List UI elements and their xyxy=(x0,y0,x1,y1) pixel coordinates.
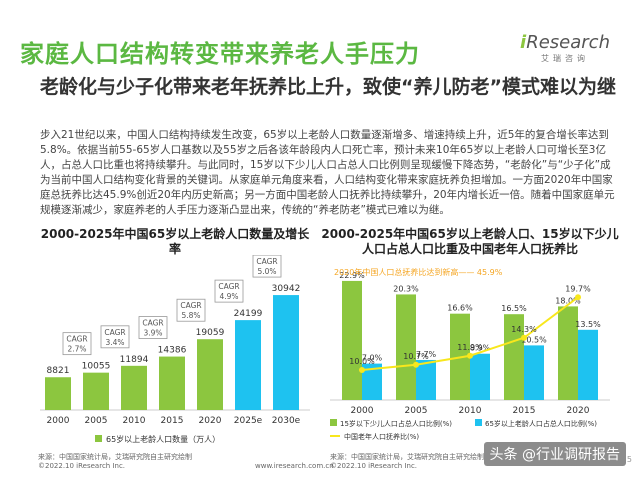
chart2-dependency-point xyxy=(521,334,527,341)
chart2-legend-children: 15岁以下少儿人口占总人口比例(%) xyxy=(340,419,452,428)
chart2-bar-children-2020 xyxy=(558,306,578,400)
chart2-legend-dependency: 中国老年人口抚养比(%) xyxy=(344,432,419,441)
chart1-cagr-label: CAGR xyxy=(104,328,125,337)
chart2-bar-children-2015 xyxy=(504,314,524,400)
chart2-bar-elderly-2000 xyxy=(362,363,382,400)
chart2-dependency-label: 14.3% xyxy=(511,325,537,334)
chart2-dependency-label: 19.7% xyxy=(565,284,591,293)
chart1-cagr-value: 3.4% xyxy=(105,338,124,347)
chart1-legend-label: 65岁以上老龄人口数量（万人） xyxy=(106,434,220,444)
chart1-value-label: 8821 xyxy=(47,366,70,376)
chart2-bar-elderly-2015 xyxy=(524,345,544,400)
chart1-value-label: 10055 xyxy=(82,362,111,372)
chart1-cagr-value: 4.9% xyxy=(219,292,238,301)
page-title: 家庭人口结构转变带来养老人手压力 xyxy=(20,40,420,68)
chart2-dependency-label: 11.9% xyxy=(457,343,483,352)
chart1-value-label: 14386 xyxy=(158,346,187,356)
watermark: 头条 @行业调研报告 xyxy=(483,442,626,466)
chart1-bar-2010 xyxy=(121,365,147,410)
chart2-title: 2000-2025年中国65岁以上老龄人口、15岁以下少儿人口占总人口比重及中国… xyxy=(321,227,619,256)
chart2-dependency-label: 10.0% xyxy=(349,357,375,366)
chart2-dependency-label: 10.7% xyxy=(403,352,429,361)
chart1-title: 2000-2025年中国65岁以上老龄人口数量及增长率 xyxy=(40,227,310,256)
logo-brand-text: Research xyxy=(526,32,610,53)
chart2-dependency-point xyxy=(575,294,581,301)
chart1-value-label: 19059 xyxy=(196,328,225,338)
chart1-tick-label: 2015 xyxy=(161,416,184,426)
chart2-elderly-label: 13.5% xyxy=(575,320,601,329)
chart1-value-label: 30942 xyxy=(272,284,301,294)
chart1-bar-2015 xyxy=(159,356,185,410)
chart1-cagr-box xyxy=(138,316,168,339)
chart1-tick-label: 2030e xyxy=(272,416,301,426)
chart2-bar-children-2000 xyxy=(342,280,362,400)
chart1-cagr-label: CAGR xyxy=(180,301,201,310)
chart1-bar-2000 xyxy=(45,377,71,410)
chart2-dependency-point xyxy=(467,352,473,359)
chart1-cagr-box xyxy=(252,255,282,278)
chart1-cagr-value: 5.8% xyxy=(181,311,200,320)
logo-i: i xyxy=(520,32,527,53)
chart2-legend-elderly: 65岁以上老龄人口占总人口比例(%) xyxy=(485,419,597,428)
chart1-bar-2030e xyxy=(273,295,299,410)
chart1-copyright: ©2022.10 iResearch Inc. xyxy=(38,462,126,470)
chart2-children-label: 20.3% xyxy=(393,284,419,293)
chart2-children-label: 16.5% xyxy=(501,304,527,313)
chart2-elderly-label: 10.5% xyxy=(521,335,547,344)
chart1-cagr-value: 2.7% xyxy=(67,345,86,354)
chart1-cagr-value: 5.0% xyxy=(257,267,276,276)
footer-site[interactable]: www.iresearch.com.cn xyxy=(255,462,334,470)
chart1-cagr-value: 3.9% xyxy=(143,329,162,338)
chart2-elderly-label: 8.9% xyxy=(470,344,491,353)
chart1-cagr-box xyxy=(100,325,130,349)
chart2-dependency-point xyxy=(359,367,365,373)
chart1-aging-population: 8821 2000 10055 2005 11894 2010 14386 2015 19059… xyxy=(40,255,310,444)
chart2-elderly-label: 7.0% xyxy=(362,354,383,363)
logo-cn: 艾瑞咨询 xyxy=(541,54,590,63)
chart1-bar-2025e xyxy=(235,320,261,410)
chart1-tick-label: 2010 xyxy=(123,416,146,426)
chart1-tick-label: 2025e xyxy=(234,416,263,426)
chart2-annotation: 2020年中国人口总抚养比达到新高—— 45.9% xyxy=(334,267,503,277)
chart2-legend-swatch-elderly xyxy=(475,419,482,426)
chart2-tick-label: 2015 xyxy=(513,406,536,416)
chart1-cagr-label: CAGR xyxy=(142,319,163,328)
iresearch-logo: iResearch 艾瑞咨询 xyxy=(520,32,610,64)
chart1-cagr-box xyxy=(214,279,244,303)
page-number: 5 xyxy=(626,455,632,464)
chart1-bar-2005 xyxy=(83,372,109,410)
chart2-children-label: 16.6% xyxy=(447,304,473,313)
chart2-tick-label: 2020 xyxy=(567,406,590,416)
chart1-value-label: 11894 xyxy=(120,355,149,365)
chart2-dependency-point xyxy=(413,361,419,368)
chart2-ratio-dependency: 22.9% 7.0% 2000 20.3% 7.7% 2005 16.6% 8.9% 2010 1… xyxy=(330,267,610,441)
chart2-source: 来源：中国国家统计局，艾瑞研究院自主研究绘制 xyxy=(330,453,484,461)
chart2-elderly-label: 7.7% xyxy=(416,350,437,359)
chart1-tick-label: 2000 xyxy=(47,416,70,426)
chart2-copyright: ©2022.10 iResearch Inc. xyxy=(330,462,418,470)
chart1-cagr-label: CAGR xyxy=(66,335,87,344)
page-subtitle: 老龄化与少子化带来老年抚养比上升，致使“养儿防老”模式难以为继 xyxy=(40,76,616,98)
chart2-tick-label: 2010 xyxy=(459,406,482,416)
chart1-tick-label: 2005 xyxy=(85,416,108,426)
chart2-tick-label: 2005 xyxy=(405,406,428,416)
chart1-tick-label: 2020 xyxy=(199,416,222,426)
chart1-value-label: 24199 xyxy=(234,309,263,319)
chart1-cagr-box xyxy=(62,332,92,356)
chart2-children-label: 22.9% xyxy=(339,271,365,280)
chart1-source: 来源：中国国家统计局，艾瑞研究院自主研究绘制 xyxy=(38,453,192,461)
chart2-bar-elderly-2005 xyxy=(416,359,436,400)
chart1-legend-swatch xyxy=(95,435,102,442)
chart1-cagr-label: CAGR xyxy=(218,282,239,291)
chart2-tick-label: 2000 xyxy=(351,406,374,416)
chart2-bar-elderly-2010 xyxy=(470,353,490,400)
chart2-legend-swatch-children xyxy=(330,419,337,426)
chart1-cagr-box xyxy=(176,298,206,322)
chart2-children-label: 18.0% xyxy=(555,296,581,305)
chart2-bar-children-2005 xyxy=(396,294,416,400)
body-text: 步入21世纪以来，中国人口结构持续发生改变，65岁以上老龄人口数量逐渐增多、增速… xyxy=(40,129,615,216)
chart1-bar-2020 xyxy=(197,339,223,410)
chart2-bar-elderly-2020 xyxy=(578,329,598,400)
chart1-cagr-label: CAGR xyxy=(256,257,277,266)
